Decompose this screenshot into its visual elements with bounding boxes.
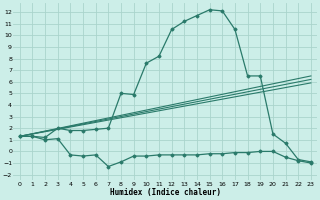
X-axis label: Humidex (Indice chaleur): Humidex (Indice chaleur) [110,188,221,197]
